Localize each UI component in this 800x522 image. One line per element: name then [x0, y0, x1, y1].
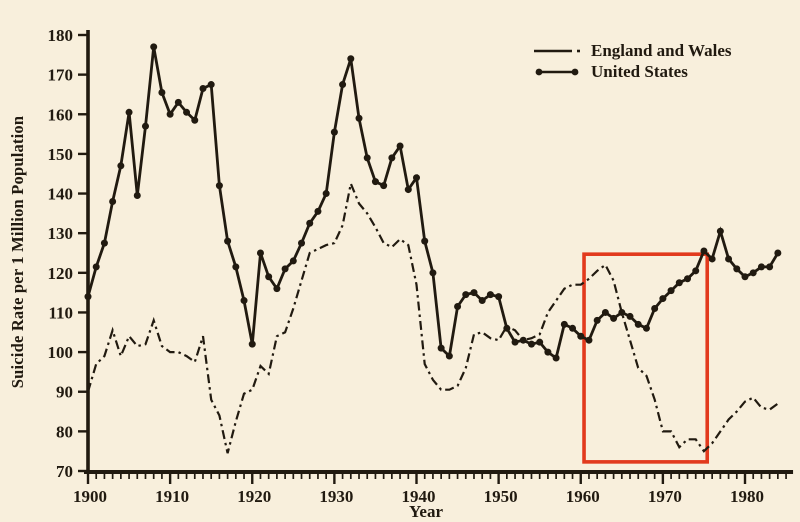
y-tick-label: 170	[48, 66, 74, 85]
x-tick-label: 1940	[402, 487, 436, 506]
x-tick-label: 1970	[648, 487, 682, 506]
highlight-box	[582, 252, 710, 464]
axes	[78, 30, 794, 484]
y-axis-title: Suicide Rate per 1 Million Population	[8, 115, 27, 389]
x-tick-label: 1930	[319, 487, 353, 506]
x-axis-title: Year	[409, 502, 443, 521]
legend-item-united-states: United States	[532, 61, 731, 82]
x-tick-label: 1960	[566, 487, 600, 506]
x-tick-label: 1900	[73, 487, 107, 506]
x-tick-label: 1920	[237, 487, 271, 506]
y-tick-label: 130	[48, 224, 74, 243]
y-tick-label: 110	[48, 303, 73, 322]
x-tick-label: 1980	[730, 487, 764, 506]
series-england-and-wales-line	[86, 179, 779, 454]
y-tick-label: 150	[48, 145, 74, 164]
y-tick-label: 100	[48, 343, 74, 362]
x-tick-label: 1910	[155, 487, 189, 506]
y-tick-label: 160	[48, 105, 74, 124]
dotted-endpoints-line-icon	[535, 68, 579, 75]
y-tick-label: 70	[56, 462, 73, 481]
y-tick-label: 80	[56, 422, 73, 441]
legend-label-england-and-wales: England and Wales	[591, 40, 732, 60]
series-united-states-markers	[84, 43, 782, 362]
legend-item-england-and-wales: England and Wales	[532, 40, 731, 61]
x-tick-labels: 1900 1910 1920 1930 1940 1950 1960 1970 1980	[73, 487, 764, 506]
dash-dot-line-icon	[534, 49, 580, 52]
legend: England and Wales United States	[532, 40, 731, 82]
series-united-states-line	[86, 46, 780, 361]
y-tick-label: 120	[48, 264, 74, 283]
y-tick-label: 90	[56, 383, 73, 402]
y-tick-labels: 70 80 90 100 110 120 130 140 150 160 170 180	[48, 26, 74, 481]
y-tick-label: 180	[48, 26, 74, 45]
x-tick-label: 1950	[484, 487, 518, 506]
y-tick-label: 140	[48, 185, 74, 204]
legend-label-united-states: United States	[591, 61, 688, 81]
